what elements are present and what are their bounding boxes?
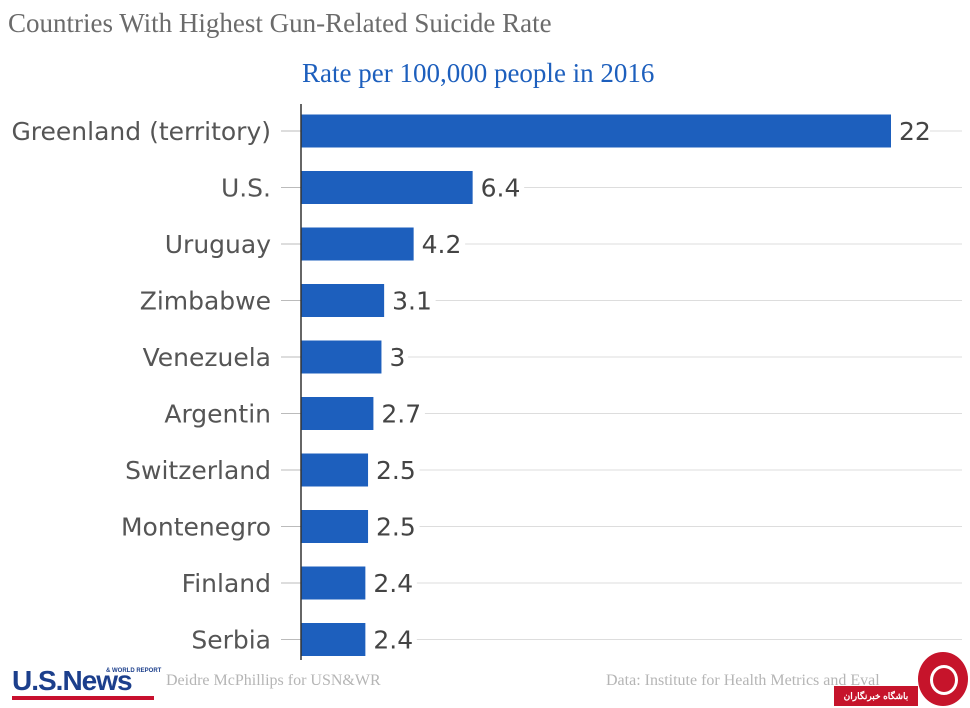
source-text: Data: Institute for Health Metrics and E… [606, 672, 880, 689]
value-label: 2.5 [376, 456, 416, 485]
category-label: Switzerland [125, 456, 271, 485]
logo-underline [12, 696, 154, 700]
bar [301, 340, 382, 374]
category-label: Serbia [191, 626, 271, 655]
value-label: 2.5 [376, 513, 416, 542]
category-label: Finland [182, 569, 271, 598]
badge-label: باشگاه خبرنگاران [834, 686, 918, 706]
logo-subtext: & WORLD REPORT [106, 668, 162, 674]
category-label: Montenegro [121, 513, 271, 542]
bar [301, 453, 369, 487]
value-label: 3 [389, 343, 405, 372]
value-label: 2.4 [373, 626, 413, 655]
category-label: Argentin [164, 400, 271, 429]
chart-title: Countries With Highest Gun-Related Suici… [8, 8, 552, 38]
category-label: Zimbabwe [140, 287, 271, 316]
bar [301, 510, 369, 543]
bar [301, 284, 385, 317]
category-label: Uruguay [165, 230, 271, 259]
value-label: 4.2 [422, 230, 462, 259]
category-label: U.S. [221, 174, 271, 203]
bar [301, 623, 366, 656]
bar [301, 171, 473, 204]
logo-text: U.S.News [12, 665, 133, 696]
watermark-badge: باشگاه خبرنگاران [834, 652, 968, 708]
value-label: 2.4 [373, 569, 413, 598]
value-label: 6.4 [481, 174, 521, 203]
bar [301, 114, 891, 148]
badge-logo-icon [918, 652, 968, 706]
usnews-logo: U.S.News & WORLD REPORT [12, 665, 161, 702]
bar [301, 566, 366, 600]
category-label: Greenland (territory) [11, 117, 271, 146]
value-label: 2.7 [381, 400, 421, 429]
value-label: 3.1 [392, 287, 432, 316]
category-label: Venezuela [143, 343, 271, 372]
value-label: 22 [899, 117, 931, 146]
bar [301, 227, 414, 261]
bar [301, 397, 374, 430]
chart-subtitle: Rate per 100,000 people in 2016 [302, 58, 655, 88]
credit-text: Deidre McPhillips for USN&WR [166, 672, 381, 689]
